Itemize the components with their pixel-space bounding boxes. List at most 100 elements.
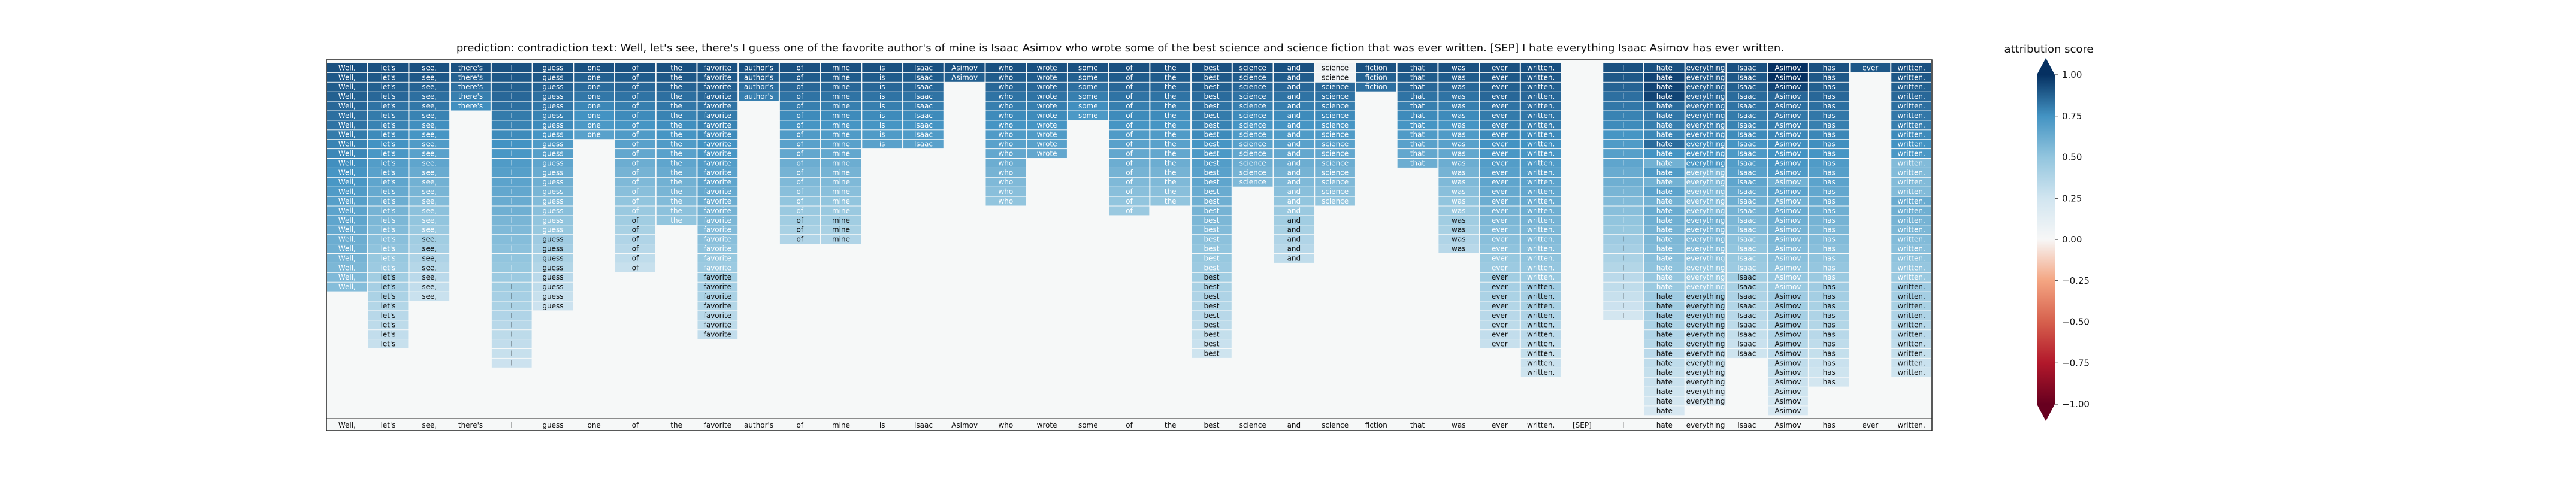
- x-axis-token-label: science: [1239, 421, 1266, 429]
- heatmap-cell-fill: [985, 196, 1026, 206]
- heatmap-cell-fill: [1644, 368, 1685, 377]
- heatmap-cell-label: and: [1287, 111, 1301, 120]
- heatmap-cell: who: [985, 63, 1026, 72]
- heatmap-cell-label: everything: [1686, 121, 1725, 129]
- heatmap-cell-fill: [1315, 149, 1355, 158]
- heatmap-cell-fill: [1480, 130, 1520, 140]
- heatmap-cell-fill: [779, 130, 820, 140]
- heatmap-cell-fill: [656, 101, 697, 111]
- heatmap-cell-fill: [1685, 244, 1726, 253]
- heatmap-cell-label: I: [510, 226, 513, 234]
- heatmap-cell: who: [985, 72, 1026, 82]
- heatmap-cell: everything: [1685, 149, 1726, 158]
- heatmap-cell-label: written.: [1527, 102, 1555, 110]
- heatmap-cell: the: [656, 216, 697, 225]
- heatmap-cell-fill: [1232, 140, 1273, 149]
- heatmap-cell: has: [1809, 330, 1849, 339]
- heatmap-cell: mine: [821, 216, 861, 225]
- heatmap-cell-fill: [1768, 406, 1808, 416]
- heatmap-cell: science: [1232, 72, 1273, 82]
- heatmap-cell: and: [1274, 140, 1314, 149]
- heatmap-cell: guess: [533, 235, 573, 244]
- heatmap-cell-fill: [327, 63, 367, 72]
- heatmap-cell: the: [1150, 168, 1191, 177]
- heatmap-cell: of: [615, 130, 655, 140]
- heatmap-cell: everything: [1685, 120, 1726, 130]
- heatmap-cell-label: ever: [1492, 292, 1508, 301]
- heatmap-cell: science: [1315, 72, 1355, 82]
- heatmap-cell-label: Asimov: [1775, 102, 1801, 110]
- heatmap-cell-fill: [697, 254, 738, 263]
- heatmap-cell-fill: [1520, 72, 1561, 82]
- heatmap-cell-fill: [327, 254, 367, 263]
- heatmap-cell: written.: [1520, 235, 1561, 244]
- heatmap-cell: guess: [533, 82, 573, 92]
- heatmap-cell-fill: [368, 101, 409, 111]
- heatmap-cell-label: let's: [381, 216, 396, 225]
- heatmap-cell: has: [1809, 82, 1849, 92]
- heatmap-cell: best: [1192, 101, 1232, 111]
- heatmap-cell-fill: [1192, 92, 1232, 101]
- heatmap-cell: ever: [1480, 82, 1520, 92]
- heatmap-cell-label: hate: [1656, 216, 1673, 225]
- heatmap-cell-label: science: [1322, 131, 1349, 139]
- heatmap-cell: I: [491, 140, 532, 149]
- heatmap-cell: is: [862, 101, 903, 111]
- heatmap-cell-label: was: [1452, 178, 1465, 186]
- heatmap-cell-fill: [1603, 159, 1643, 168]
- heatmap-cell: written.: [1520, 272, 1561, 282]
- heatmap-cell-label: the: [1165, 197, 1177, 205]
- heatmap-cell-label: Well,: [338, 197, 356, 205]
- heatmap-cell-fill: [1644, 159, 1685, 168]
- heatmap-cell: Isaac: [1727, 225, 1767, 235]
- heatmap-cell-label: hate: [1656, 254, 1673, 262]
- heatmap-cell-fill: [327, 72, 367, 82]
- heatmap-cell: has: [1809, 301, 1849, 311]
- heatmap-cell: everything: [1685, 263, 1726, 272]
- heatmap-cell-label: Well,: [338, 226, 356, 234]
- heatmap-cell: Asimov: [1768, 82, 1808, 92]
- heatmap-cell: written.: [1520, 101, 1561, 111]
- heatmap-cell-label: hate: [1656, 83, 1673, 91]
- heatmap-cell: science: [1232, 82, 1273, 92]
- heatmap-cell-label: and: [1287, 92, 1301, 101]
- heatmap-cell: everything: [1685, 206, 1726, 216]
- heatmap-cell-fill: [409, 244, 450, 253]
- heatmap-cell: I: [491, 244, 532, 253]
- heatmap-cell-label: written.: [1527, 92, 1555, 101]
- heatmap-cell-fill: [1438, 196, 1479, 206]
- heatmap-cell-fill: [656, 111, 697, 120]
- heatmap-cell-label: of: [796, 73, 803, 81]
- heatmap-cell-fill: [1727, 92, 1767, 101]
- heatmap-cell-label: of: [632, 235, 639, 244]
- heatmap-cell-fill: [1809, 111, 1849, 120]
- heatmap-cell-fill: [1150, 168, 1191, 177]
- heatmap-cell: favorite: [697, 130, 738, 140]
- heatmap-cell-label: and: [1287, 207, 1301, 215]
- heatmap-cell-label: everything: [1686, 159, 1725, 167]
- heatmap-cell-label: see,: [422, 207, 437, 215]
- heatmap-cell-label: best: [1204, 121, 1219, 129]
- heatmap-cell-label: written.: [1897, 216, 1925, 225]
- heatmap-cell-fill: [1644, 72, 1685, 82]
- heatmap-cell: see,: [409, 177, 450, 187]
- heatmap-cell: the: [1150, 187, 1191, 196]
- heatmap-cell-fill: [739, 63, 779, 72]
- heatmap-cell-fill: [1727, 349, 1767, 358]
- heatmap-cell: and: [1274, 254, 1314, 263]
- heatmap-cell-fill: [1232, 120, 1273, 130]
- heatmap-cell-fill: [1315, 72, 1355, 82]
- heatmap-cell-label: and: [1287, 197, 1301, 205]
- heatmap-cell-label: ever: [1492, 131, 1508, 139]
- heatmap-cell-fill: [1520, 272, 1561, 282]
- heatmap-cell-label: I: [1622, 131, 1625, 139]
- heatmap-cell: has: [1809, 187, 1849, 196]
- heatmap-cell-fill: [1438, 130, 1479, 140]
- heatmap-cell-label: mine: [832, 140, 850, 148]
- heatmap-cell-fill: [1603, 263, 1643, 272]
- heatmap-cell-fill: [1480, 72, 1520, 82]
- heatmap-cell-label: written.: [1897, 121, 1925, 129]
- heatmap-cell-fill: [1685, 92, 1726, 101]
- heatmap-cell-fill: [1356, 72, 1396, 82]
- heatmap-cell: Asimov: [1768, 63, 1808, 72]
